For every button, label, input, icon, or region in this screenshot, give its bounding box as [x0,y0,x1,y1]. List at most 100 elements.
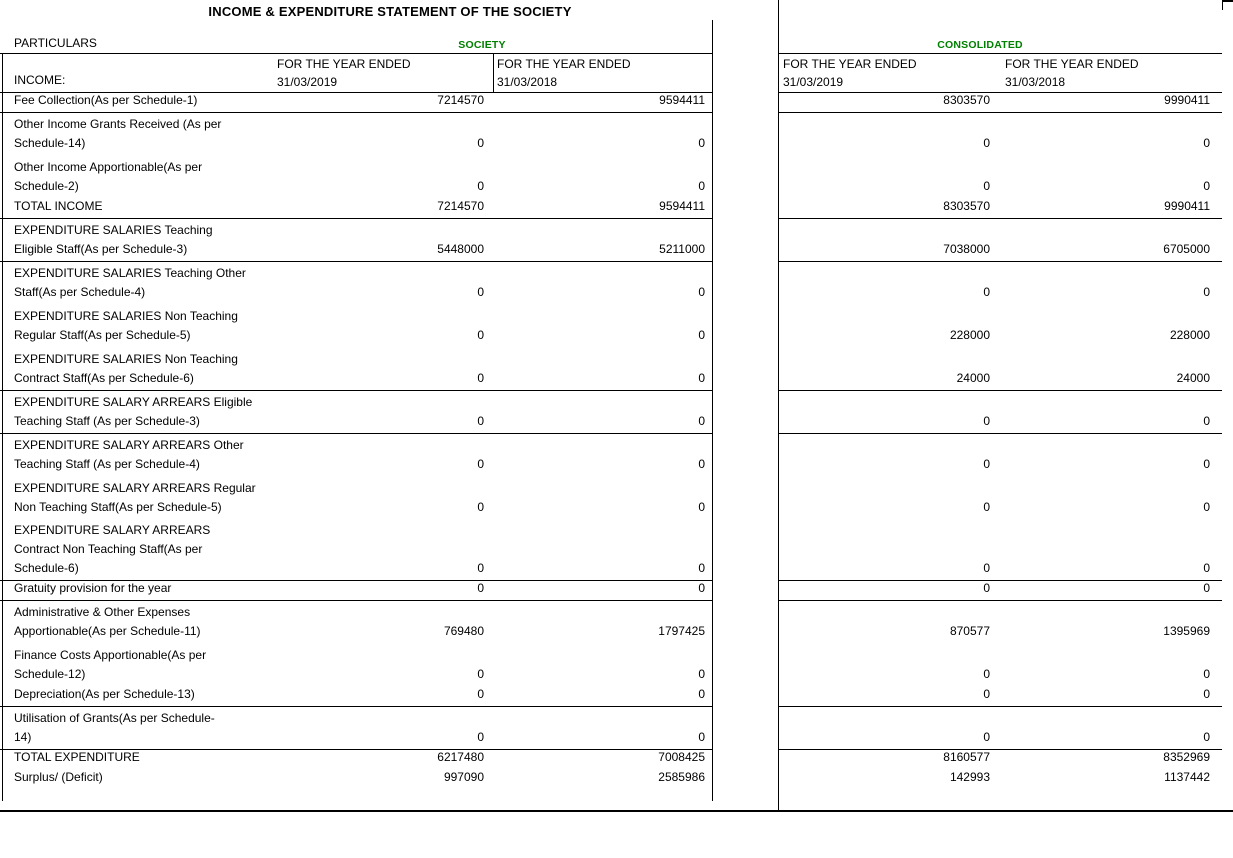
consolidated-2019-value: 8303570 [943,93,990,107]
row-label: EXPENDITURE SALARY ARREARS Contract Non … [14,523,211,575]
society-2019-value: 0 [477,457,484,471]
table-row: EXPENDITURE SALARY ARREARS Regular Non T… [0,477,1233,520]
left-table-right-border [712,20,713,801]
society-2018-value: 0 [698,414,705,428]
statement-table: Fee Collection(As per Schedule-1) 721457… [0,93,1233,790]
society-2018-value: 0 [698,687,705,701]
consolidated-2018-value: 228000 [1169,328,1210,342]
row-label: Other Income Apportionable(As per Schedu… [14,160,203,193]
society-2018-value: 7008425 [658,750,705,764]
consolidated-2019-value: 7038000 [943,242,990,256]
society-2018-value: 0 [698,730,705,744]
consolidated-group-header: CONSOLIDATED [937,39,1023,51]
consolidated-2019-value: 8303570 [943,199,990,213]
consolidated-2018-value: 0 [1203,667,1210,681]
society-2018-value: 2585986 [658,770,705,784]
table-row: EXPENDITURE SALARY ARREARS Eligible Teac… [0,391,1233,434]
consolidated-2018-value: 0 [1203,730,1210,744]
table-row: Other Income Grants Received (As per Sch… [0,113,1233,156]
col-header-date: 31/03/2019 [277,74,338,89]
society-2019-value: 0 [477,136,484,150]
society-2019-value: 6217480 [437,750,484,764]
consolidated-2018-value: 24000 [1176,371,1210,385]
row-label: EXPENDITURE SALARY ARREARS Other Teachin… [14,438,244,471]
consolidated-2018-value: 0 [1203,457,1210,471]
col-header-caption: FOR THE YEAR ENDED [277,57,411,71]
consolidated-2018-value: 0 [1203,285,1210,299]
consolidated-2019-value: 0 [983,581,990,595]
society-2018-value: 0 [698,581,705,595]
table-row: Finance Costs Apportionable(As per Sched… [0,644,1233,687]
society-2019-value: 0 [477,179,484,193]
consolidated-2018-value: 0 [1203,500,1210,514]
consolidated-2019-value: 0 [983,457,990,471]
society-2019-value: 0 [477,500,484,514]
table-row: Utilisation of Grants(As per Schedule- 1… [0,707,1233,750]
row-label: Gratuity provision for the year [14,581,172,595]
row-label: Depreciation(As per Schedule-13) [14,687,195,701]
row-label: EXPENDITURE SALARIES Non Teaching Regula… [14,309,238,342]
society-2019-value: 5448000 [437,242,484,256]
society-2018-value: 1797425 [658,624,705,638]
row-label: Fee Collection(As per Schedule-1) [14,93,198,107]
consolidated-2019-value: 142993 [949,770,990,784]
table-row: Depreciation(As per Schedule-13) 0 0 0 0 [0,687,1233,707]
consolidated-2018-value: 0 [1203,179,1210,193]
society-2019-value: 0 [477,581,484,595]
row-label: EXPENDITURE SALARIES Teaching Eligible S… [14,223,213,256]
society-2018-value: 0 [698,561,705,575]
table-row: Fee Collection(As per Schedule-1) 721457… [0,93,1233,113]
row-label: TOTAL INCOME [14,199,103,213]
consolidated-2019-value: 0 [983,179,990,193]
society-2018-value: 9594411 [659,199,705,213]
consolidated-2019-value: 8160577 [943,750,990,764]
society-2019-value: 0 [477,561,484,575]
society-2019-value: 769480 [443,624,484,638]
consolidated-2018-value: 9990411 [1164,199,1210,213]
rule-under-particulars-left [0,53,712,54]
society-2019-value: 0 [477,730,484,744]
table-row: Surplus/ (Deficit) 997090 2585986 142993… [0,770,1233,790]
consolidated-2019-value: 228000 [949,328,990,342]
row-label: Other Income Grants Received (As per Sch… [14,117,222,150]
row-label: Surplus/ (Deficit) [14,770,103,784]
table-row: Other Income Apportionable(As per Schedu… [0,156,1233,199]
consolidated-2019-value: 0 [983,561,990,575]
consolidated-2019-value: 0 [983,414,990,428]
table-row: EXPENDITURE SALARIES Teaching Other Staf… [0,262,1233,305]
col-header-date: 31/03/2018 [497,74,558,89]
consolidated-2019-value: 0 [983,285,990,299]
consolidated-2019-value: 870577 [949,624,990,638]
consolidated-2018-value: 9990411 [1164,93,1210,107]
society-2019-value: 997090 [443,770,484,784]
row-label: Utilisation of Grants(As per Schedule- 1… [14,711,215,744]
society-2019-value: 0 [477,328,484,342]
table-row: EXPENDITURE SALARIES Non Teaching Contra… [0,348,1233,391]
consolidated-2018-value: 0 [1203,414,1210,428]
left-table-left-border [2,53,3,801]
table-row: TOTAL EXPENDITURE 6217480 7008425 816057… [0,750,1233,770]
table-row: EXPENDITURE SALARIES Non Teaching Regula… [0,305,1233,348]
col-header-society-2018: FOR THE YEAR ENDED 31/03/2018 [497,56,631,91]
table-row: EXPENDITURE SALARIES Teaching Eligible S… [0,219,1233,262]
col-header-consolidated-2018: FOR THE YEAR ENDED 31/03/2018 [1005,56,1139,91]
rule-under-year-headers-right [778,92,1222,93]
consolidated-2019-value: 0 [983,500,990,514]
society-2019-value: 7214570 [437,199,484,213]
rule-under-year-headers-left [0,92,712,93]
col-header-caption: FOR THE YEAR ENDED [783,57,917,71]
society-2018-value: 0 [698,179,705,193]
income-section-label: INCOME: [14,73,66,87]
society-2018-value: 9594411 [659,93,705,107]
col-header-caption: FOR THE YEAR ENDED [497,57,631,71]
consolidated-2019-value: 0 [983,136,990,150]
consolidated-2019-value: 0 [983,687,990,701]
top-right-corner-border [1222,0,1223,10]
society-2019-value: 0 [477,667,484,681]
society-2018-value: 0 [698,371,705,385]
row-label: EXPENDITURE SALARIES Teaching Other Staf… [14,266,246,299]
consolidated-2018-value: 0 [1203,136,1210,150]
row-label: TOTAL EXPENDITURE [14,750,140,764]
row-label: Finance Costs Apportionable(As per Sched… [14,648,207,681]
